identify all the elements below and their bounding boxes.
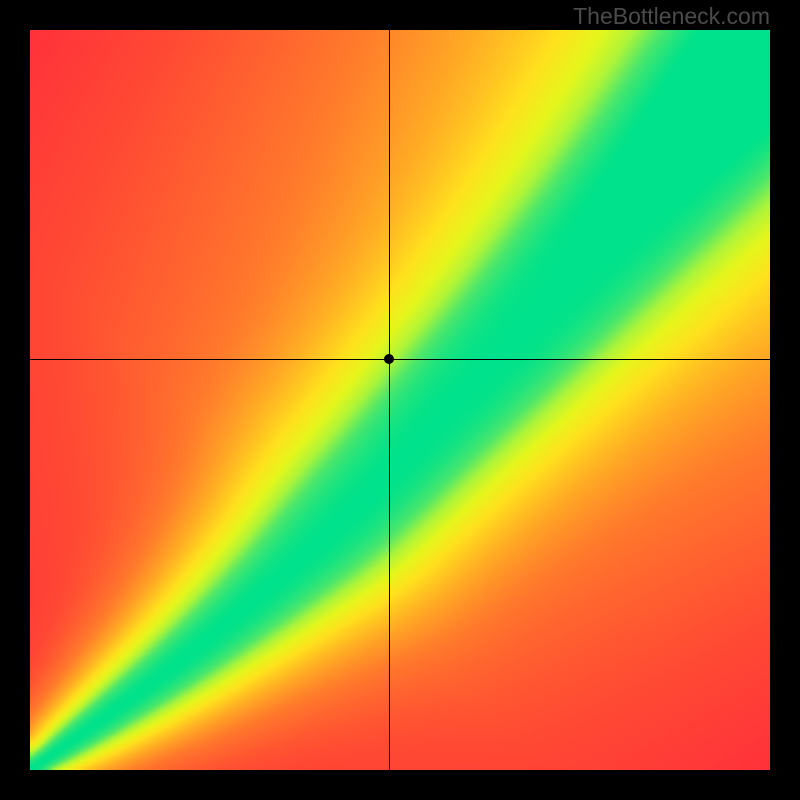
heatmap-canvas (30, 30, 770, 770)
heatmap-plot (30, 30, 770, 770)
watermark-text: TheBottleneck.com (573, 3, 770, 30)
